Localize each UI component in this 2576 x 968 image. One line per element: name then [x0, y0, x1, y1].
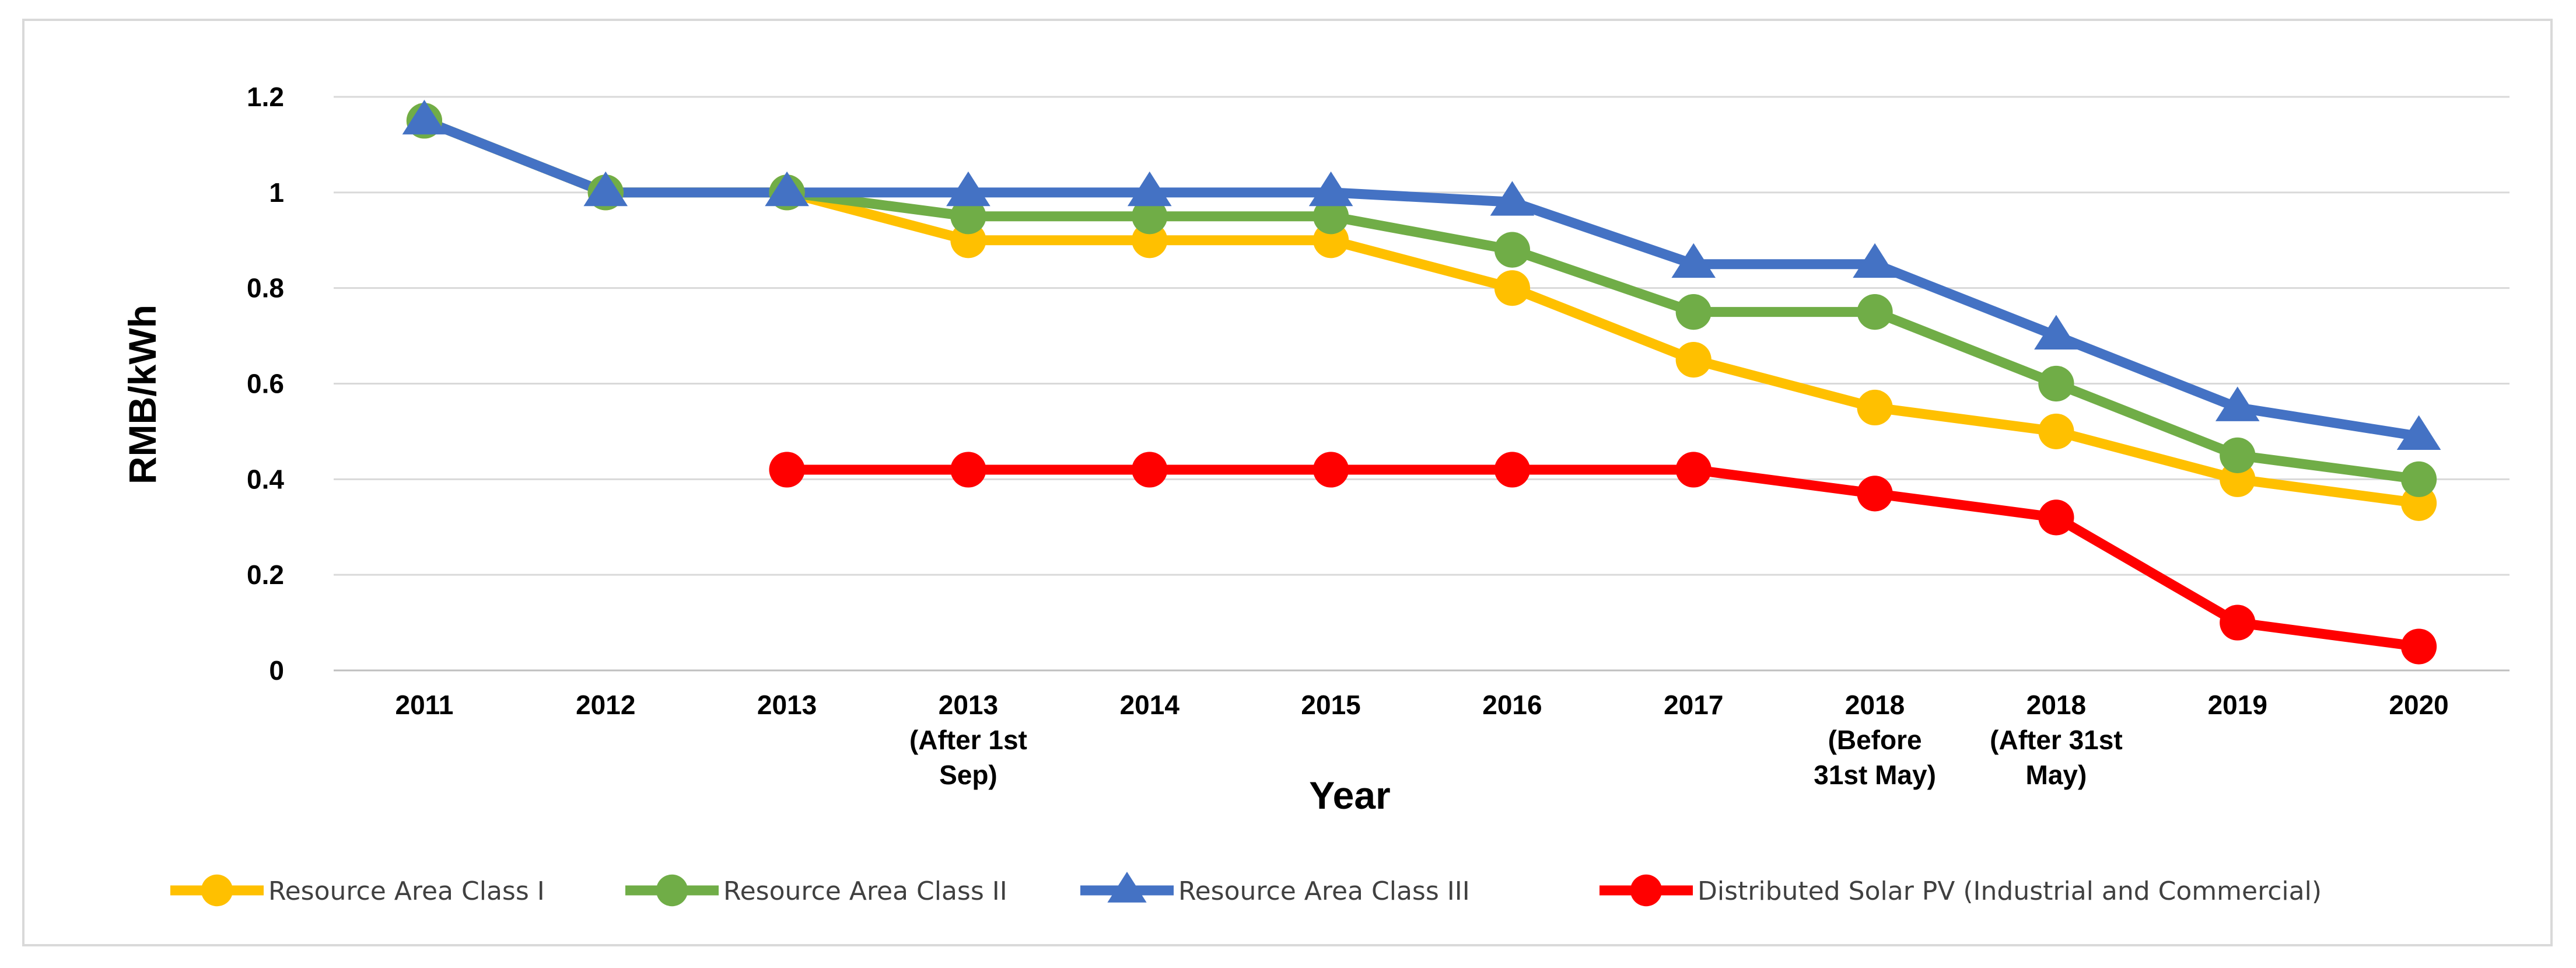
y-axis-title: RMB/kWh [121, 305, 164, 484]
x-tick-label: 2013 [757, 690, 817, 720]
series-line-resource-area-class-iii [419, 116, 2424, 442]
x-tick-label: 2014 [1120, 690, 1180, 720]
data-point-distributed-solar-pv-industrial-and-commercial [2400, 628, 2437, 665]
legend-label-resource-area-class-i: Resource Area Class I [268, 876, 545, 906]
data-point-resource-area-class-iii [583, 171, 628, 207]
legend-marker-resource-area-class-ii [656, 874, 688, 907]
data-point-resource-area-class-iii [2215, 386, 2260, 421]
series-line-resource-area-class-i [419, 116, 2424, 508]
data-point-resource-area-class-i [2038, 413, 2074, 450]
y-axis-ticks: 0 0.2 0.4 0.6 0.8 1 1.2 [247, 82, 284, 686]
legend-label-resource-area-class-ii: Resource Area Class II [723, 876, 1007, 906]
data-point-resource-area-class-ii [1857, 294, 1893, 330]
legend-marker-resource-area-class-i [201, 874, 233, 907]
data-point-distributed-solar-pv-industrial-and-commercial [1857, 476, 1893, 512]
data-point-resource-area-class-ii [2220, 437, 2256, 473]
line-chart: 0 0.2 0.4 0.6 0.8 1 1.2 2011 2012 2013 2013 (After… [121, 82, 2510, 907]
y-tick-label: 0 [269, 655, 284, 686]
data-point-resource-area-class-iii [1490, 181, 1535, 216]
y-tick-label: 0.4 [247, 464, 284, 494]
data-point-resource-area-class-ii [1312, 198, 1349, 235]
data-point-distributed-solar-pv-industrial-and-commercial [2220, 604, 2256, 641]
chart-frame: 0 0.2 0.4 0.6 0.8 1 1.2 2011 2012 2013 2013 (After… [22, 19, 2553, 946]
x-axis-ticks: 2011 2012 2013 2013 (After 1st Sep) 2014 2015 20… [396, 690, 2449, 790]
data-point-resource-area-class-iii [2034, 314, 2078, 350]
series-markers [402, 99, 2441, 665]
data-point-distributed-solar-pv-industrial-and-commercial [1132, 452, 1168, 488]
data-point-resource-area-class-iii [1671, 243, 1716, 278]
data-point-resource-area-class-ii [1494, 232, 1531, 268]
series-line-resource-area-class-ii [419, 116, 2424, 484]
y-tick-label: 0.2 [247, 560, 284, 590]
data-point-resource-area-class-ii [1675, 294, 1712, 330]
series-lines [419, 116, 2424, 652]
series-line-distributed-solar-pv-industrial-and-commercial [782, 464, 2424, 652]
legend: Resource Area Class I Resource Area Class… [170, 872, 2322, 907]
x-tick-label: 2017 [1664, 690, 1723, 720]
data-point-resource-area-class-i [1494, 270, 1531, 306]
data-point-resource-area-class-iii [1127, 171, 1172, 207]
data-point-resource-area-class-iii [1308, 171, 1353, 207]
x-axis-title: Year [1309, 774, 1390, 817]
data-point-resource-area-class-i [1675, 341, 1712, 378]
legend-label-resource-area-class-iii: Resource Area Class III [1178, 876, 1470, 906]
data-point-distributed-solar-pv-industrial-and-commercial [1494, 452, 1531, 488]
y-tick-label: 0.6 [247, 369, 284, 399]
x-tick-label: 2018 (Before 31st May) [1814, 690, 1936, 790]
data-point-distributed-solar-pv-industrial-and-commercial [769, 452, 805, 488]
data-point-resource-area-class-ii [950, 198, 986, 235]
y-tick-label: 1.2 [247, 82, 284, 112]
y-tick-label: 0.8 [247, 273, 284, 303]
x-tick-label: 2018 (After 31st May) [1990, 690, 2123, 790]
data-point-resource-area-class-iii [1853, 243, 1897, 278]
data-point-resource-area-class-iii [946, 171, 991, 207]
data-point-resource-area-class-ii [2400, 461, 2437, 497]
x-tick-label: 2015 [1301, 690, 1360, 720]
data-point-resource-area-class-ii [1132, 198, 1168, 235]
data-point-distributed-solar-pv-industrial-and-commercial [1312, 452, 1349, 488]
x-tick-label: 2019 [2208, 690, 2267, 720]
data-point-distributed-solar-pv-industrial-and-commercial [2038, 499, 2074, 536]
data-point-resource-area-class-iii [2396, 415, 2441, 450]
data-point-resource-area-class-ii [2038, 365, 2074, 402]
legend-marker-distributed-solar-pv-industrial-and-commercial [1630, 874, 1662, 907]
data-point-distributed-solar-pv-industrial-and-commercial [1675, 452, 1712, 488]
x-tick-label: 2016 [1482, 690, 1542, 720]
data-point-resource-area-class-i [1857, 389, 1893, 426]
x-tick-label: 2012 [576, 690, 635, 720]
x-tick-label: 2020 [2389, 690, 2448, 720]
data-point-distributed-solar-pv-industrial-and-commercial [950, 452, 986, 488]
legend-marker-resource-area-class-iii [1107, 872, 1147, 903]
data-point-resource-area-class-iii [402, 99, 447, 135]
x-tick-label: 2011 [396, 690, 454, 720]
legend-label-distributed-solar-pv-industrial-and-commercial: Distributed Solar PV (Industrial and Com… [1698, 876, 2322, 906]
y-tick-label: 1 [269, 177, 284, 208]
x-tick-label: 2013 (After 1st Sep) [909, 690, 1027, 790]
data-point-resource-area-class-iii [765, 171, 809, 207]
